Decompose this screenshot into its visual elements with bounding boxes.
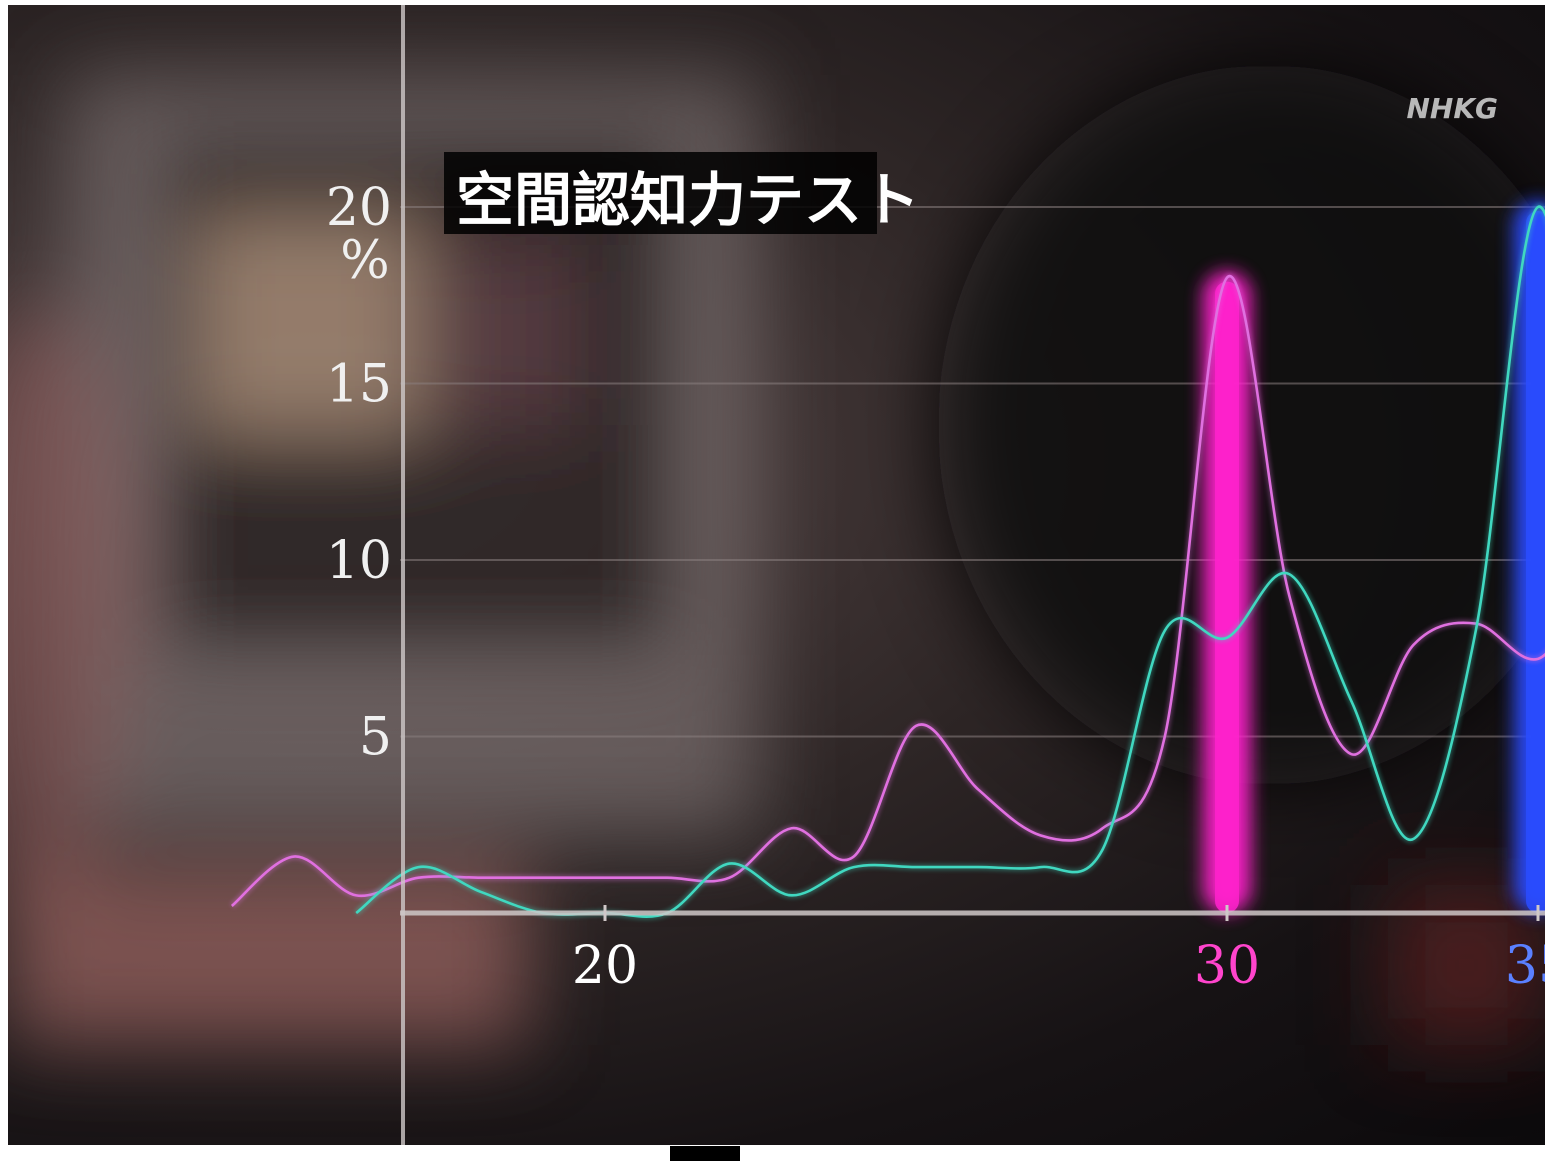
chart-series: [229, 203, 1545, 920]
peak-highlight-35: [1514, 201, 1545, 913]
chart-axes: [400, 5, 1545, 1145]
y-axis-ticks: 5 10 15 20: [326, 178, 392, 768]
y-tick-label-10: 10: [326, 531, 392, 591]
series-line-0: [229, 273, 1545, 909]
series-line-1: [354, 203, 1545, 920]
chart-title-text: 空間認知力テスト: [456, 166, 920, 234]
frame-edge-bar: [670, 1146, 740, 1161]
x-axis-ticks: 20303540点: [572, 905, 1545, 996]
nhk-logo-watermark: NHKG: [1406, 92, 1498, 125]
y-tick-label-20: 20: [326, 178, 392, 238]
y-tick-label-15: 15: [326, 355, 392, 415]
peak-highlights: [1203, 201, 1545, 914]
x-tick-label-20: 20: [572, 936, 638, 996]
chart-title: 空間認知力テスト: [444, 152, 920, 234]
y-axis-unit-label: %: [340, 231, 389, 291]
x-tick-label-35: 35: [1505, 936, 1545, 996]
y-tick-label-5: 5: [359, 708, 392, 768]
x-tick-label-30: 30: [1194, 936, 1260, 996]
peak-highlight-30: [1203, 271, 1251, 914]
